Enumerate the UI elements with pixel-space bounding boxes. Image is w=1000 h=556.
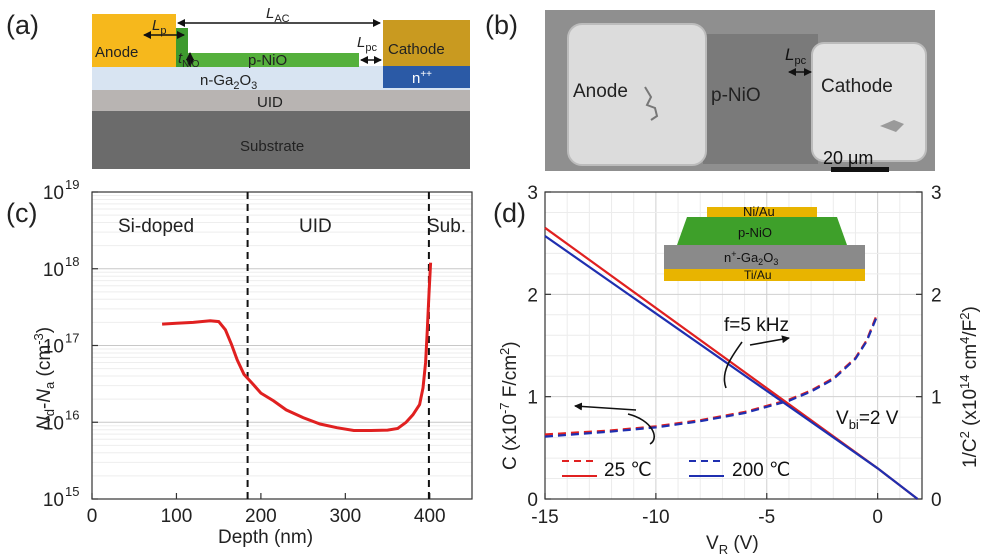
x-tick-label: 0 bbox=[87, 506, 98, 527]
substrate-label: Substrate bbox=[240, 138, 304, 155]
legend-25c: 25 ℃ bbox=[604, 460, 652, 481]
sem-scale-bar bbox=[831, 167, 889, 172]
y-tick-label: 10 bbox=[43, 183, 64, 204]
tnio-label: tNiO bbox=[178, 50, 200, 70]
panel-label-b: (b) bbox=[485, 10, 518, 40]
panel-c-xlabel: Depth (nm) bbox=[218, 527, 313, 548]
inset-pnio-label: p-NiO bbox=[738, 225, 772, 240]
x-tick-label: 200 bbox=[245, 506, 277, 527]
x-tick-label: -15 bbox=[531, 507, 558, 528]
panel-a-device-schematic: Anode Cathode p-NiO n-Ga2O3 UID Substrat… bbox=[92, 5, 470, 169]
n-plus-plus-label: n++ bbox=[412, 69, 432, 87]
y-left-tick-label: 3 bbox=[527, 183, 538, 204]
x-tick-label: 100 bbox=[161, 506, 193, 527]
uid-layer bbox=[92, 90, 470, 111]
panel-d-ylabel-right: 1/C2 (x1014 cm4/F2) bbox=[957, 306, 981, 468]
y-tick-exponent: 17 bbox=[65, 331, 79, 346]
sem-cathode-label: Cathode bbox=[821, 76, 893, 97]
sem-scale-label: 20 μm bbox=[823, 148, 873, 168]
y-tick-exponent: 15 bbox=[65, 484, 79, 499]
arrow-to-right-axis bbox=[749, 335, 790, 346]
x-tick-label: 400 bbox=[414, 506, 446, 527]
y-right-tick-label: 1 bbox=[931, 388, 942, 409]
vbi-annotation: Vbi=2 V bbox=[836, 408, 899, 432]
y-left-tick-label: 2 bbox=[527, 285, 538, 306]
uid-label: UID bbox=[257, 94, 283, 111]
x-tick-label: -5 bbox=[758, 507, 775, 528]
cathode-pad bbox=[383, 20, 470, 66]
region-si-doped-label: Si-doped bbox=[118, 216, 194, 237]
y-tick-exponent: 16 bbox=[65, 407, 79, 422]
arrow-to-left-axis bbox=[574, 402, 637, 411]
y-tick-label: 10 bbox=[43, 490, 64, 511]
region-sub-label: Sub. bbox=[427, 216, 466, 237]
panel-d-plot-frame bbox=[544, 191, 923, 500]
sem-anode-pad bbox=[567, 23, 707, 166]
y-left-tick-label: 0 bbox=[527, 490, 538, 511]
inset-pnio-layer bbox=[677, 217, 847, 245]
y-tick-label: 10 bbox=[43, 260, 64, 281]
x-tick-label: 300 bbox=[329, 506, 361, 527]
panel-d-legend: 25 ℃ 200 ℃ bbox=[562, 460, 790, 481]
y-tick-label: 10 bbox=[43, 337, 64, 358]
substrate-layer bbox=[92, 111, 470, 169]
y-tick-exponent: 19 bbox=[65, 177, 79, 192]
freq-annotation: f=5 kHz bbox=[724, 315, 789, 336]
sem-p-nio-label: p-NiO bbox=[711, 85, 761, 106]
n-ga2o3-label: n-Ga2O3 bbox=[200, 72, 257, 92]
left-axis-curl bbox=[627, 413, 655, 445]
cv-curve-left-dashed bbox=[544, 312, 879, 436]
panel-c-ylabel: Nd-Na (cm-3) bbox=[31, 327, 57, 430]
y-tick-label: 10 bbox=[43, 413, 64, 434]
y-right-tick-label: 0 bbox=[931, 490, 942, 511]
panel-label-d: (d) bbox=[493, 198, 526, 228]
panel-d-cv-plot: -15 -10 -5 0 0 1 2 3 0 1 2 3 Ni/Au p-NiO n+-Ga2O3 … bbox=[497, 183, 981, 556]
panel-label-c: (c) bbox=[6, 198, 37, 228]
lac-label: LAC bbox=[266, 5, 290, 25]
panel-d-ylabel-left: C (x10-7 F/cm2) bbox=[497, 341, 521, 470]
cv-curve-right-solid bbox=[544, 235, 919, 500]
panel-label-a: (a) bbox=[6, 10, 39, 40]
sem-p-nio-region bbox=[703, 34, 818, 164]
inset-tiau-label: Ti/Au bbox=[744, 268, 772, 282]
inset-layer-stack: Ni/Au p-NiO n+-Ga2O3 Ti/Au bbox=[664, 204, 865, 282]
cathode-label: Cathode bbox=[388, 41, 445, 58]
panel-b-sem-image: Anode p-NiO Cathode Lpc 20 μm bbox=[545, 10, 935, 172]
y-left-tick-label: 1 bbox=[527, 388, 538, 409]
x-tick-label: 0 bbox=[872, 507, 883, 528]
inset-nga2o3-label: n+-Ga2O3 bbox=[724, 249, 778, 267]
inset-niau-label: Ni/Au bbox=[743, 204, 775, 219]
sem-cathode-pad bbox=[811, 42, 927, 162]
p-nio-label: p-NiO bbox=[248, 52, 287, 69]
inset-ga2o3-layer bbox=[664, 245, 865, 269]
anode-label: Anode bbox=[95, 44, 138, 61]
anode-pad bbox=[92, 14, 176, 67]
sem-anode-label: Anode bbox=[573, 81, 628, 102]
x-tick-label: -10 bbox=[642, 507, 669, 528]
p-nio-layer bbox=[188, 53, 359, 67]
lp-label: Lp bbox=[152, 17, 166, 37]
sem-lpc-label: Lpc bbox=[785, 45, 807, 67]
region-uid-label: UID bbox=[299, 216, 332, 237]
lpc-label: Lpc bbox=[357, 34, 377, 54]
inset-tiau-layer bbox=[664, 269, 865, 281]
y-right-tick-label: 3 bbox=[931, 183, 942, 204]
inset-niau-layer bbox=[707, 207, 817, 217]
y-tick-exponent: 18 bbox=[65, 254, 79, 269]
freq-curl bbox=[723, 341, 743, 389]
y-right-tick-label: 2 bbox=[931, 285, 942, 306]
cv-curve-left-dashed bbox=[544, 314, 879, 438]
doping-profile-curve bbox=[162, 262, 433, 432]
legend-200c: 200 ℃ bbox=[732, 460, 790, 481]
n-plus-plus-region bbox=[383, 66, 470, 88]
panel-d-xlabel: VR (V) bbox=[706, 533, 759, 556]
